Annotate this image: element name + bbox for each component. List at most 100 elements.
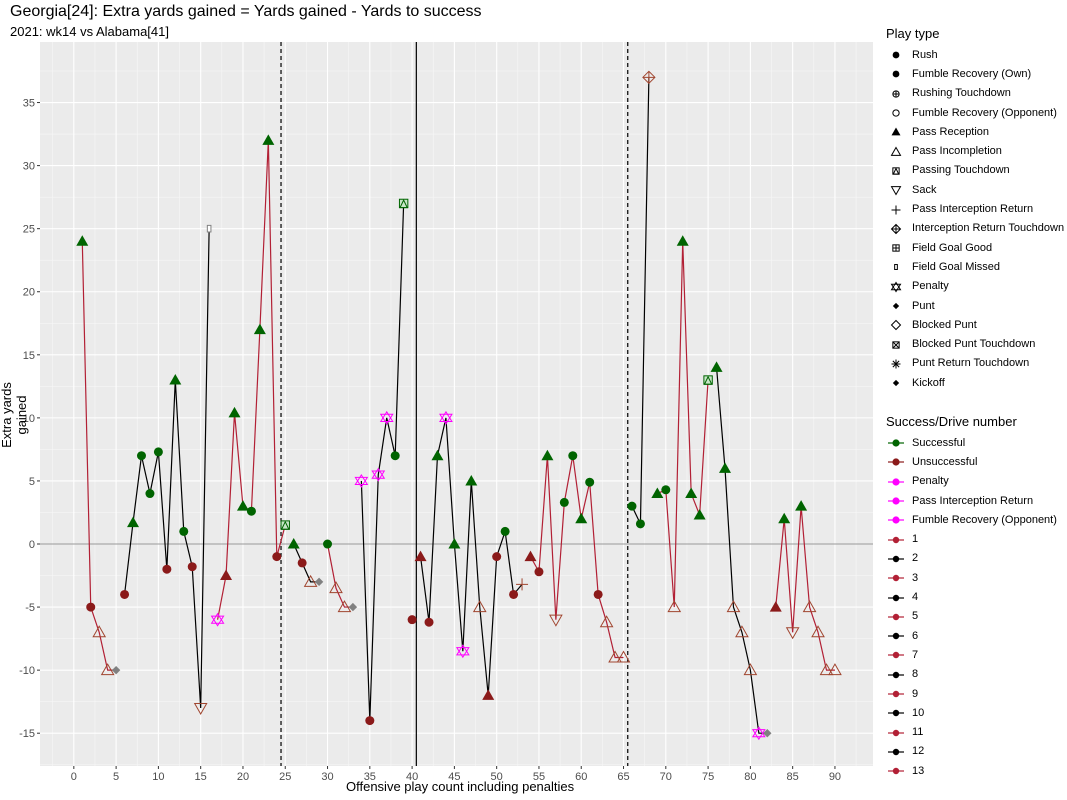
legend-success-key-icon <box>888 671 904 678</box>
legend-play-item: Penalty <box>886 277 1064 296</box>
legend-success-item: Fumble Recovery (Opponent) <box>886 510 1057 529</box>
data-point <box>516 578 529 591</box>
legend-play-item: Rush <box>886 45 1064 64</box>
legend-play-item: Rushing Touchdown <box>886 84 1064 103</box>
drive-line <box>293 543 320 583</box>
x-tick-label: 5 <box>113 771 119 783</box>
data-point <box>371 467 386 482</box>
legend-play-item: Fumble Recovery (Own) <box>886 64 1064 83</box>
legend-play-item: Pass Interception Return <box>886 199 1064 218</box>
data-point <box>599 615 614 628</box>
data-point <box>297 558 307 568</box>
legend-success-key-icon <box>888 594 904 601</box>
legend-play-key-icon <box>890 146 902 156</box>
legend-success-label: 1 <box>912 533 919 546</box>
data-point <box>398 198 409 209</box>
legend-play-item: Sack <box>886 180 1064 199</box>
legend-play-label: Sack <box>912 183 937 196</box>
y-tick-label: -5 <box>25 602 35 614</box>
data-point <box>193 702 208 715</box>
legend-success-key-icon <box>888 652 904 659</box>
legend-play-key-icon <box>892 71 900 78</box>
data-point <box>785 627 800 640</box>
data-point <box>509 589 519 599</box>
data-point <box>608 650 622 663</box>
legend-success-item: 3 <box>886 568 1057 587</box>
data-point <box>743 663 758 676</box>
legend-play-item: Passing Touchdown <box>886 161 1064 180</box>
legend-play-key-icon <box>892 340 900 349</box>
legend-success-label: 4 <box>912 591 919 604</box>
y-tick-label: 30 <box>23 161 35 173</box>
data-point <box>568 451 578 461</box>
data-point <box>549 614 563 627</box>
data-point <box>329 581 343 594</box>
legend-success-item: 5 <box>886 607 1057 626</box>
y-axis-label: Extra yards gained <box>0 382 29 448</box>
legend-success-item: 2 <box>886 549 1057 568</box>
data-point <box>236 500 249 511</box>
legend-success-drive: Success/Drive number Successful Unsuccess… <box>886 414 1057 780</box>
legend-success-item: Successful <box>886 433 1057 452</box>
x-tick-label: 85 <box>787 771 799 783</box>
drive-line <box>326 543 353 608</box>
data-point <box>262 134 275 145</box>
data-point <box>593 589 603 599</box>
legend-success-item: 11 <box>886 722 1057 741</box>
legend-play-label: Fumble Recovery (Opponent) <box>912 106 1057 119</box>
x-tick-label: 25 <box>279 771 291 783</box>
data-point <box>651 487 664 499</box>
legend-play-label: Rushing Touchdown <box>912 87 1011 100</box>
data-point <box>348 602 358 612</box>
data-point <box>811 625 825 638</box>
legend-success-label: 2 <box>912 552 919 565</box>
data-point <box>627 501 637 511</box>
data-point <box>120 589 130 599</box>
legend-play-label: Penalty <box>912 280 949 293</box>
data-point <box>482 689 495 700</box>
y-tick-label: 20 <box>23 287 35 299</box>
data-point <box>455 644 470 659</box>
legend-play-key-icon <box>890 281 902 293</box>
data-point <box>246 506 256 516</box>
data-point <box>667 600 682 613</box>
data-point <box>431 449 444 461</box>
chart-title: Georgia[24]: Extra yards gained = Yards … <box>10 3 482 20</box>
data-point <box>448 538 461 549</box>
data-point <box>802 600 817 613</box>
legend-play-label: Blocked Punt Touchdown <box>912 338 1036 351</box>
data-point <box>735 625 749 638</box>
data-point <box>616 650 631 663</box>
data-point <box>726 600 741 613</box>
legend-success-title: Success/Drive number <box>886 414 1017 429</box>
legend-play-item: Blocked Punt Touchdown <box>886 334 1064 353</box>
data-point <box>828 663 842 676</box>
legend-success-label: 9 <box>912 687 919 700</box>
legend-success-item: Penalty <box>886 472 1057 491</box>
data-point <box>379 410 394 425</box>
legend-play-key-icon <box>892 109 900 117</box>
data-point <box>228 406 241 418</box>
grid-minor <box>40 42 873 766</box>
x-tick-label: 45 <box>448 771 460 783</box>
legend-play-item: Punt <box>886 296 1064 315</box>
data-point <box>472 600 487 613</box>
x-tick-label: 35 <box>364 771 376 783</box>
legend-success-item: 12 <box>886 742 1057 761</box>
legend-success-key-icon <box>888 710 904 717</box>
data-point <box>100 663 115 676</box>
data-point <box>179 526 189 536</box>
legend-play-label: Field Goal Missed <box>912 260 1001 273</box>
x-tick-label: 90 <box>829 771 841 783</box>
legend-play-item: Blocked Punt <box>886 315 1064 334</box>
legend-play-label: Punt Return Touchdown <box>912 357 1030 370</box>
data-point <box>703 375 713 385</box>
legend-play-key-icon <box>892 51 900 59</box>
legend-success-label: 10 <box>912 706 925 719</box>
legend-success-label: 11 <box>912 726 924 739</box>
legend-success-key-icon <box>888 748 904 756</box>
data-point <box>585 477 595 487</box>
data-point <box>145 489 155 499</box>
data-point <box>337 600 352 613</box>
legend-success-key-icon <box>888 729 904 736</box>
